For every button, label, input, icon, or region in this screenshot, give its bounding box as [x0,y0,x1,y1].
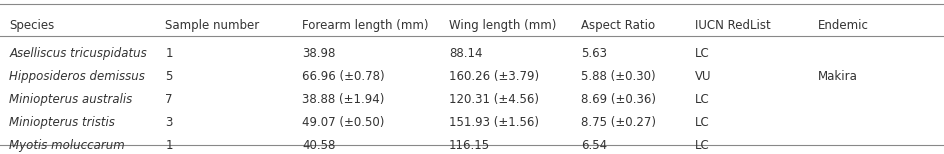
Text: Hipposideros demissus: Hipposideros demissus [9,70,145,83]
Text: LC: LC [694,116,709,129]
Text: 49.07 (±0.50): 49.07 (±0.50) [302,116,384,129]
Text: Aselliscus tricuspidatus: Aselliscus tricuspidatus [9,47,147,60]
Text: Endemic: Endemic [817,19,868,32]
Text: 1: 1 [165,139,173,152]
Text: 38.98: 38.98 [302,47,335,60]
Text: LC: LC [694,93,709,106]
Text: Miniopterus tristis: Miniopterus tristis [9,116,115,129]
Text: 38.88 (±1.94): 38.88 (±1.94) [302,93,384,106]
Text: VU: VU [694,70,710,83]
Text: 5.88 (±0.30): 5.88 (±0.30) [581,70,655,83]
Text: LC: LC [694,139,709,152]
Text: Aspect Ratio: Aspect Ratio [581,19,654,32]
Text: Makira: Makira [817,70,856,83]
Text: Sample number: Sample number [165,19,260,32]
Text: 5.63: 5.63 [581,47,607,60]
Text: 151.93 (±1.56): 151.93 (±1.56) [448,116,538,129]
Text: 5: 5 [165,70,173,83]
Text: Forearm length (mm): Forearm length (mm) [302,19,429,32]
Text: 1: 1 [165,47,173,60]
Text: Myotis moluccarum: Myotis moluccarum [9,139,125,152]
Text: IUCN RedList: IUCN RedList [694,19,769,32]
Text: Miniopterus australis: Miniopterus australis [9,93,132,106]
Text: 8.69 (±0.36): 8.69 (±0.36) [581,93,655,106]
Text: Species: Species [9,19,55,32]
Text: 120.31 (±4.56): 120.31 (±4.56) [448,93,538,106]
Text: 66.96 (±0.78): 66.96 (±0.78) [302,70,384,83]
Text: 3: 3 [165,116,173,129]
Text: Wing length (mm): Wing length (mm) [448,19,556,32]
Text: 8.75 (±0.27): 8.75 (±0.27) [581,116,655,129]
Text: 88.14: 88.14 [448,47,481,60]
Text: 6.54: 6.54 [581,139,607,152]
Text: 116.15: 116.15 [448,139,490,152]
Text: 7: 7 [165,93,173,106]
Text: 160.26 (±3.79): 160.26 (±3.79) [448,70,538,83]
Text: 40.58: 40.58 [302,139,335,152]
Text: LC: LC [694,47,709,60]
